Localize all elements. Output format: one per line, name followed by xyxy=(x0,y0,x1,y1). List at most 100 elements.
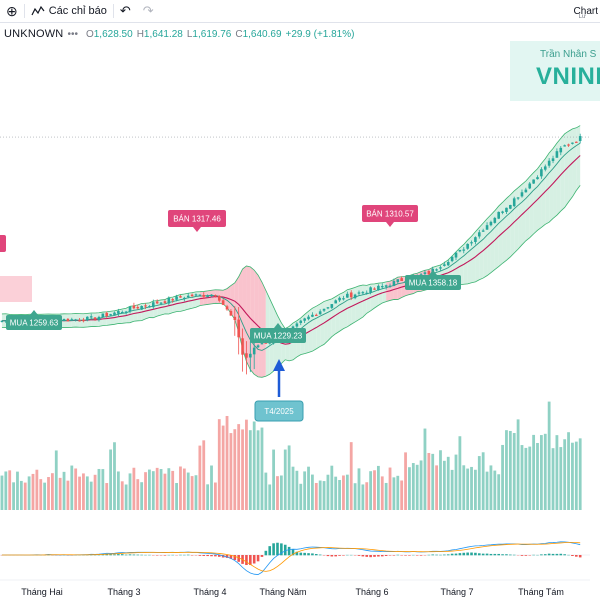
candle-body xyxy=(524,189,528,193)
candle-body xyxy=(497,211,500,219)
redo-button[interactable]: ↷ xyxy=(137,0,160,22)
macd-histogram-bar xyxy=(458,553,462,556)
marker-label: T4/2025 xyxy=(264,407,294,416)
candle-body xyxy=(190,294,194,297)
band-segment xyxy=(378,282,383,306)
macd-histogram-bar xyxy=(260,555,264,557)
candle-body xyxy=(380,286,384,288)
candle-body xyxy=(443,264,446,266)
macd-histogram-bar xyxy=(338,555,341,556)
volume-bar xyxy=(462,465,466,510)
candle-body xyxy=(144,305,147,307)
band-segment xyxy=(110,310,115,325)
candle-body xyxy=(287,330,291,335)
candle-body xyxy=(171,299,174,301)
volume-bar xyxy=(264,472,268,510)
macd-histogram-bar xyxy=(481,553,485,556)
candle-body xyxy=(105,312,109,317)
macd-histogram-bar xyxy=(233,555,237,560)
volume-bar xyxy=(82,473,85,510)
close-key: C xyxy=(235,28,243,40)
macd-histogram-bar xyxy=(559,553,563,556)
volume-bar xyxy=(516,419,520,510)
volume-bar xyxy=(392,477,396,510)
candle-body xyxy=(206,296,209,298)
volume-bar xyxy=(287,445,291,510)
band-segment xyxy=(242,265,247,362)
macd-histogram-bar xyxy=(35,554,39,556)
band-segment xyxy=(87,312,92,327)
candle-body xyxy=(113,312,116,315)
macd-histogram-bar xyxy=(217,555,221,557)
volume-bar xyxy=(163,473,167,510)
band-segment xyxy=(463,240,468,285)
band-segment xyxy=(48,314,53,328)
symbol-name[interactable]: UNKNOWN xyxy=(4,28,64,40)
macd-histogram-bar xyxy=(431,554,435,556)
macd-histogram-bar xyxy=(571,555,574,556)
candle-body xyxy=(446,261,450,266)
candle-body xyxy=(322,308,326,311)
candle-body xyxy=(229,310,233,316)
more-options-icon[interactable]: ••• xyxy=(67,28,78,40)
candle-body xyxy=(575,141,578,143)
macd-histogram-bar xyxy=(357,555,361,556)
band-segment xyxy=(324,300,328,345)
buy-label-box xyxy=(6,315,62,330)
macd-histogram-bar xyxy=(396,554,400,556)
volume-bar xyxy=(322,481,326,510)
volume-bar xyxy=(454,454,458,510)
volume-bar xyxy=(481,452,485,510)
band-segment xyxy=(83,313,88,328)
candle-body xyxy=(58,318,62,322)
candle-body xyxy=(454,252,458,258)
band-segment xyxy=(176,294,181,312)
band-segment xyxy=(417,271,422,292)
macd-histogram-bar xyxy=(140,554,143,556)
buy-label-pointer xyxy=(274,323,282,328)
chart-layout-button[interactable]: Chart xyxy=(574,0,598,22)
volume-bar xyxy=(58,477,62,510)
band-segment xyxy=(409,274,414,295)
volume-bar xyxy=(12,482,15,510)
band-segment xyxy=(130,305,134,323)
candle-body xyxy=(528,183,532,189)
volume-bar xyxy=(279,475,283,510)
volume-bar xyxy=(477,456,481,510)
candle-body xyxy=(43,319,46,322)
macd-histogram-bar xyxy=(446,554,450,556)
macd-histogram-bar xyxy=(206,555,209,557)
candle-body xyxy=(210,294,213,297)
candle-body xyxy=(237,319,240,338)
macd-histogram-bar xyxy=(524,555,528,556)
band-segment xyxy=(126,306,131,323)
band-segment xyxy=(36,314,41,328)
volume-bar xyxy=(4,471,8,510)
lower-band-line xyxy=(1,185,581,378)
sell-label-pointer xyxy=(386,222,394,227)
compare-button[interactable]: ⊕ xyxy=(0,0,24,22)
candle-body xyxy=(194,294,198,296)
candle-body xyxy=(578,136,582,141)
candle-body xyxy=(361,292,365,294)
chart-label: Chart xyxy=(573,5,598,17)
buy-label-box xyxy=(250,328,306,343)
indicators-button[interactable]: Các chỉ báo xyxy=(25,0,113,22)
candle-body xyxy=(470,242,473,244)
candle-body xyxy=(388,285,392,287)
band-segment xyxy=(102,311,107,326)
candle-body xyxy=(93,317,97,320)
band-segment xyxy=(401,276,406,298)
volume-bar xyxy=(97,468,101,510)
band-segment xyxy=(40,314,45,328)
candle-body xyxy=(159,302,163,304)
undo-button[interactable]: ↶ xyxy=(114,0,137,22)
up-arrow-icon xyxy=(273,359,285,371)
macd-histogram-bar xyxy=(555,553,559,556)
band-segment xyxy=(370,283,375,311)
macd-line xyxy=(1,541,581,575)
candle-body xyxy=(252,347,256,355)
volume-bar xyxy=(365,482,369,510)
band-segment xyxy=(56,314,61,328)
candle-body xyxy=(241,338,244,355)
